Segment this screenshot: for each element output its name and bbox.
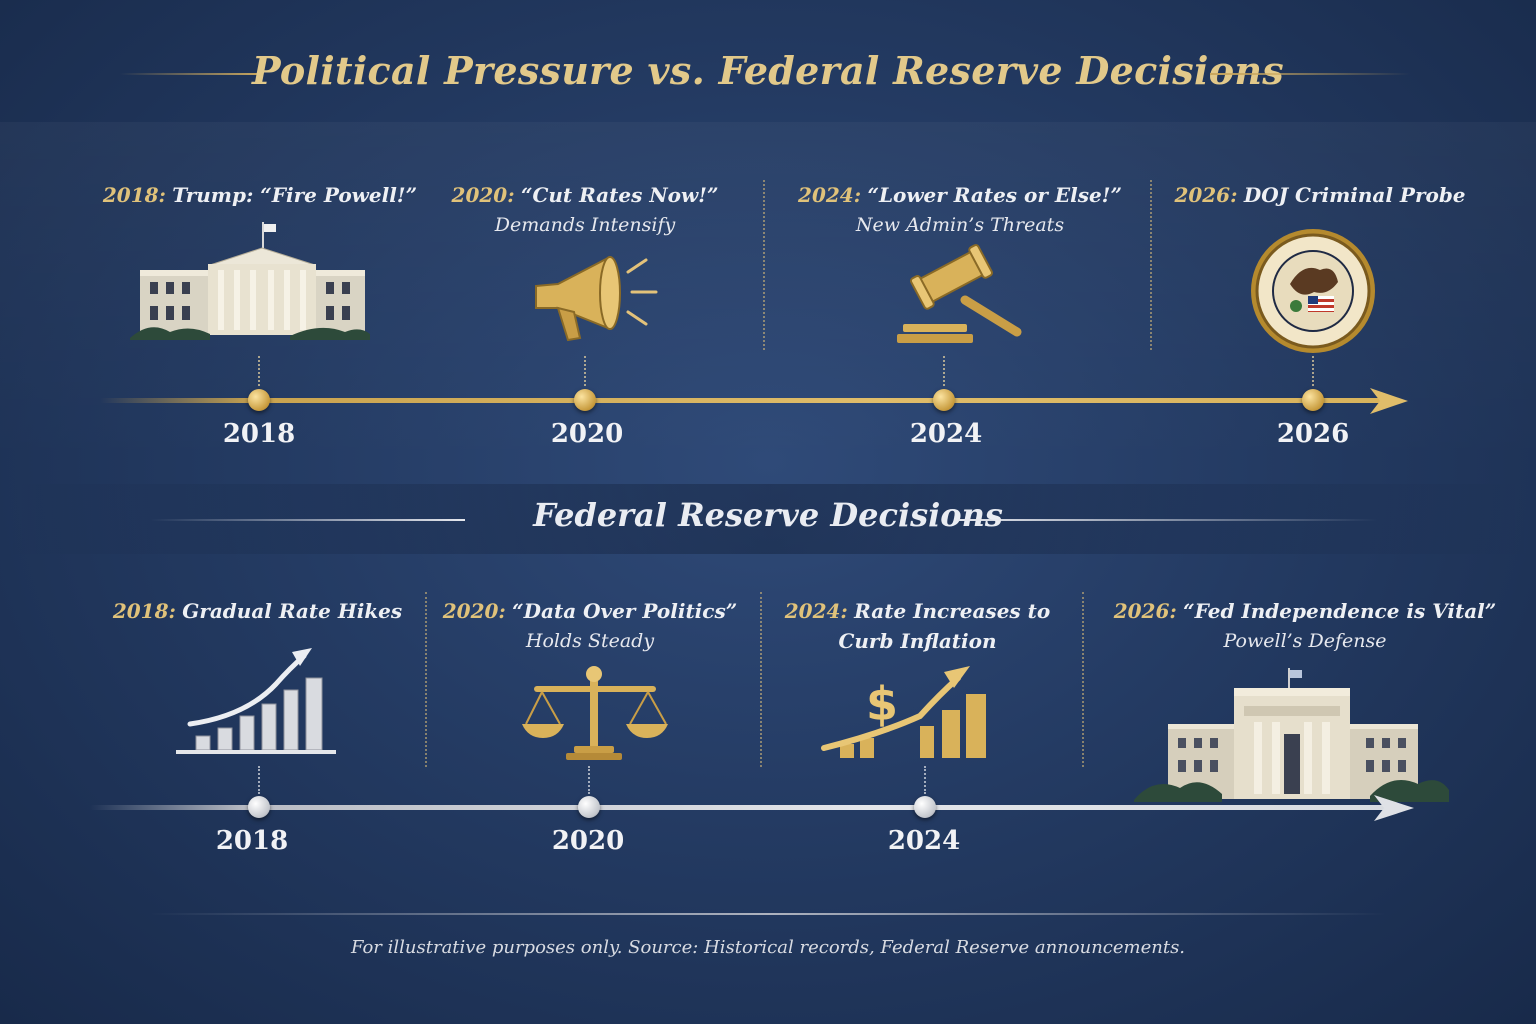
fed-divider-3 [1082,592,1084,767]
fed-subline: Curb Inflation [838,629,997,653]
fed-axis-arrowhead-icon [1374,795,1414,821]
fed-subline: Powell’s Defense [1223,630,1387,652]
title-rule-right [1210,73,1410,75]
svg-text:$: $ [866,677,898,731]
scales-of-justice-icon [522,666,668,760]
pressure-headline: “Lower Rates or Else!” [867,183,1122,207]
megaphone-icon [535,256,658,342]
pressure-axis-year: 2024 [909,419,983,449]
fed-headline: Gradual Rate Hikes [182,599,403,623]
doj-seal-icon [1251,229,1375,353]
section-rule-left [150,519,465,521]
page-title: Political Pressure vs. Federal Reserve D… [252,48,1284,93]
pressure-subline: New Admin’s Threats [855,214,1065,236]
fed-axis-year: 2024 [887,826,961,856]
section-rule-right [958,519,1378,521]
rising-bar-chart-icon [176,648,336,754]
fed-marker-2018 [248,796,270,818]
fed-event-2020: 2020: “Data Over Politics” Holds Steady [430,596,750,656]
fed-divider-2 [760,592,762,767]
pressure-headline: DOJ Criminal Probe [1243,183,1466,207]
fed-axis-year: 2020 [551,826,625,856]
pressure-tick [1312,356,1314,386]
footer-rule [150,913,1386,915]
pressure-event-2018: 2018: Trump: “Fire Powell!” [102,183,418,207]
pressure-divider-2 [1150,180,1152,350]
fed-tick [258,766,260,794]
fed-subline: Holds Steady [525,630,655,652]
pressure-axis-year: 2018 [222,419,296,449]
pressure-marker-2018 [248,389,270,411]
fed-headline: Rate Increases to [854,599,1051,623]
pressure-tick [943,356,945,386]
fed-event-2024: 2024: Rate Increases to Curb Inflation [765,596,1070,656]
title-rule-left [120,73,260,75]
fed-tick [924,766,926,794]
pressure-tick [258,356,260,386]
fed-event-2018: 2018: Gradual Rate Hikes [112,599,403,623]
fed-marker-2024 [914,796,936,818]
footer-note: For illustrative purposes only. Source: … [350,937,1186,958]
pressure-axis-arrowhead-icon [1370,388,1408,414]
pressure-timeline-axis [100,398,1390,403]
pressure-event-2020: 2020: “Cut Rates Now!” Demands Intensify [420,180,750,240]
white-house-icon [130,222,370,340]
pressure-axis-year: 2026 [1276,419,1350,449]
fed-divider-1 [425,592,427,767]
gavel-icon [897,244,1022,343]
fed-timeline-axis [90,805,1390,810]
pressure-subline: Demands Intensify [494,214,676,236]
pressure-event-2026: 2026: DOJ Criminal Probe [1174,183,1466,207]
dollar-growth-chart-icon: $ [821,666,986,758]
fed-headline: “Fed Independence is Vital” [1183,599,1497,623]
pressure-divider-1 [763,180,765,350]
fed-event-2026: 2026: “Fed Independence is Vital” Powell… [1095,596,1515,656]
pressure-marker-2020 [574,389,596,411]
fed-section-title: Federal Reserve Decisions [533,496,1003,534]
fed-tick [588,766,590,794]
fed-marker-2020 [578,796,600,818]
pressure-tick [584,356,586,386]
pressure-event-2024: 2024: “Lower Rates or Else!” New Admin’s… [775,180,1145,240]
pressure-marker-2024 [933,389,955,411]
pressure-headline: “Cut Rates Now!” [520,183,719,207]
pressure-headline: Trump: “Fire Powell!” [172,183,418,207]
federal-reserve-building-icon [1134,668,1449,802]
pressure-axis-year: 2020 [550,419,624,449]
fed-headline: “Data Over Politics” [512,599,738,623]
pressure-marker-2026 [1302,389,1324,411]
fed-axis-year: 2018 [215,826,289,856]
